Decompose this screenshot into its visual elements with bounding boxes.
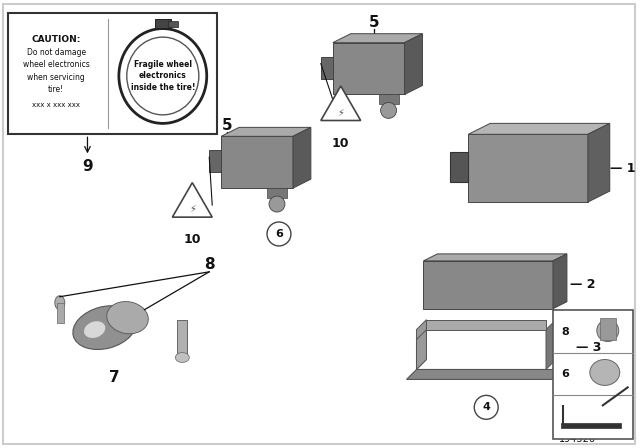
Bar: [209, 150, 221, 172]
Bar: [168, 21, 178, 27]
Text: Do not damage
wheel electronics
when servicing
tire!: Do not damage wheel electronics when ser…: [22, 47, 90, 94]
Polygon shape: [406, 370, 576, 379]
Circle shape: [474, 396, 498, 419]
FancyBboxPatch shape: [553, 310, 633, 439]
Ellipse shape: [84, 321, 106, 338]
Polygon shape: [172, 183, 212, 217]
Text: 6: 6: [561, 370, 569, 379]
Text: 10: 10: [184, 233, 201, 246]
Bar: [155, 19, 171, 28]
Polygon shape: [424, 261, 553, 309]
Polygon shape: [424, 254, 567, 261]
Polygon shape: [468, 134, 588, 202]
Polygon shape: [333, 43, 404, 95]
Text: xxx x xxx xxx: xxx x xxx xxx: [32, 103, 80, 108]
Text: ⚡: ⚡: [189, 204, 196, 214]
Polygon shape: [417, 320, 426, 370]
Polygon shape: [556, 320, 566, 359]
Polygon shape: [426, 320, 546, 330]
Polygon shape: [221, 127, 311, 136]
Circle shape: [381, 103, 397, 118]
Ellipse shape: [73, 306, 136, 349]
Text: — 3: — 3: [576, 341, 601, 354]
Polygon shape: [468, 123, 610, 134]
FancyBboxPatch shape: [8, 13, 217, 134]
Polygon shape: [221, 136, 293, 188]
Ellipse shape: [107, 302, 148, 334]
Bar: [321, 56, 333, 78]
Circle shape: [269, 196, 285, 212]
Text: 7: 7: [109, 370, 120, 385]
Ellipse shape: [590, 359, 620, 385]
Bar: [451, 152, 468, 182]
Text: Fragile wheel
electronics
inside the tire!: Fragile wheel electronics inside the tir…: [131, 60, 195, 92]
Ellipse shape: [119, 29, 207, 123]
Text: CAUTION:: CAUTION:: [31, 34, 81, 44]
Text: 10: 10: [332, 137, 349, 150]
Polygon shape: [553, 254, 567, 309]
Polygon shape: [404, 34, 422, 95]
Polygon shape: [293, 127, 311, 188]
Ellipse shape: [127, 37, 199, 115]
Bar: [600, 318, 616, 340]
Bar: [177, 320, 188, 358]
Text: 5: 5: [368, 15, 379, 30]
Ellipse shape: [175, 353, 189, 362]
Text: ⚡: ⚡: [337, 108, 344, 117]
Text: 8: 8: [561, 327, 569, 336]
Polygon shape: [546, 320, 556, 370]
Bar: [561, 423, 621, 428]
Text: 6: 6: [275, 229, 283, 239]
Ellipse shape: [597, 320, 619, 341]
Text: — 2: — 2: [570, 278, 595, 291]
Bar: [379, 95, 399, 104]
Bar: [57, 303, 64, 323]
Polygon shape: [333, 34, 422, 43]
Polygon shape: [588, 123, 610, 202]
Text: 5: 5: [222, 118, 232, 133]
Polygon shape: [417, 330, 426, 370]
Text: 9: 9: [82, 159, 93, 174]
Polygon shape: [321, 86, 361, 121]
Text: 8: 8: [204, 257, 214, 272]
Bar: [267, 188, 287, 198]
Text: 194526: 194526: [559, 434, 596, 444]
Text: 4: 4: [483, 402, 490, 412]
Ellipse shape: [55, 296, 65, 310]
Circle shape: [267, 222, 291, 246]
Text: — 1: — 1: [610, 162, 636, 175]
